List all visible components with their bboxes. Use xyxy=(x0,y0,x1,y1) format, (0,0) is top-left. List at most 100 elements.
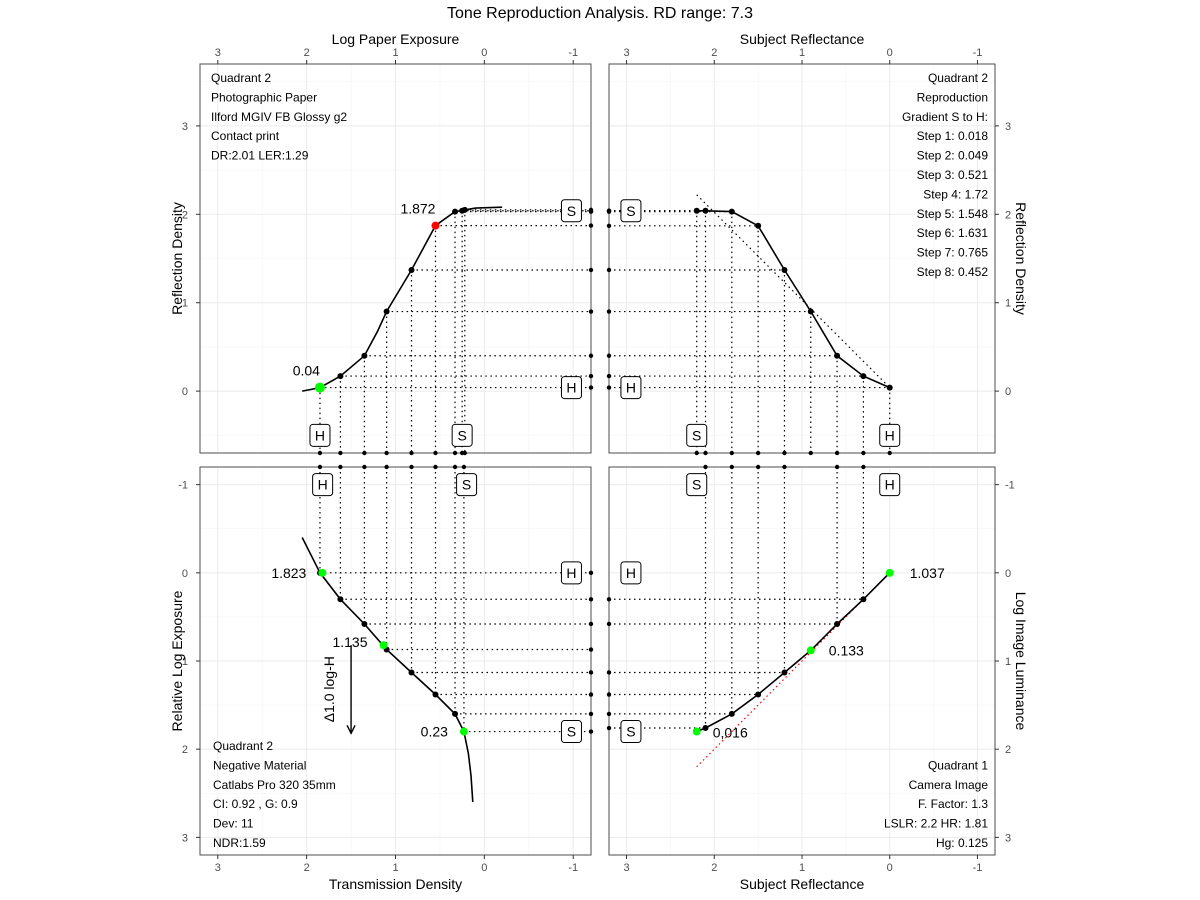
x-axis-title: Transmission Density xyxy=(329,876,462,892)
marker-label: S xyxy=(462,477,471,493)
marker-label: S xyxy=(626,724,635,740)
x-tick-label: 1 xyxy=(799,47,805,59)
quadrant-note: Hg: 0.125 xyxy=(936,836,988,850)
edge-dot xyxy=(588,267,594,273)
data-point xyxy=(781,266,788,273)
edge-dot xyxy=(588,207,594,213)
data-point xyxy=(860,373,867,380)
edge-dot xyxy=(606,725,612,731)
quadrant-note: Quadrant 1 xyxy=(928,758,988,772)
data-point xyxy=(693,207,700,214)
edge-dot xyxy=(588,729,594,734)
data-point xyxy=(702,207,709,214)
y-tick-label: 1 xyxy=(1005,656,1011,668)
y-tick-label: 0 xyxy=(182,386,188,398)
marker-label: H xyxy=(318,477,328,493)
edge-dot xyxy=(606,309,612,314)
edge-dot xyxy=(588,711,594,717)
data-point xyxy=(337,373,344,380)
panel-top-right: 3 2 1 0 -1 3 2 1 0 Subject Reflectance Reflection … xyxy=(606,31,1029,456)
marker-box xyxy=(560,720,582,744)
x-tick-label: 0 xyxy=(481,47,487,59)
arrow-head xyxy=(346,724,356,735)
quadrant-note: Quadrant 2 xyxy=(928,71,988,85)
edge-dot xyxy=(384,450,389,456)
marker-box xyxy=(560,376,582,400)
edge-dot xyxy=(861,450,866,456)
edge-dot xyxy=(606,373,612,379)
edge-dot xyxy=(588,647,594,652)
highlight-label: 0.23 xyxy=(421,724,448,740)
marker-box xyxy=(620,561,642,585)
quadrant-note: Negative Material xyxy=(213,758,306,772)
quadrant-note: Photographic Paper xyxy=(211,90,317,104)
highlight-point xyxy=(318,568,327,577)
guide-lines xyxy=(606,208,892,456)
marker-label: S xyxy=(567,203,576,219)
x-axis-title: Subject Reflectance xyxy=(740,876,865,892)
edge-dot xyxy=(703,464,708,470)
quadrant-note: Catlabs Pro 320 35mm xyxy=(213,778,336,792)
data-point xyxy=(461,206,468,213)
x-tick-label: 3 xyxy=(623,862,629,874)
marker-box xyxy=(879,473,901,497)
edge-dot xyxy=(606,209,612,214)
y-axis-title: Reflection Density xyxy=(169,202,185,315)
edge-dot xyxy=(606,621,612,627)
highlight-point xyxy=(885,568,894,577)
highlight-point xyxy=(431,221,440,230)
edge-dot xyxy=(409,450,414,456)
highlight-label: 1.872 xyxy=(400,201,435,217)
edge-dot xyxy=(755,450,761,456)
marker-box xyxy=(312,473,334,497)
edge-dot xyxy=(452,464,458,470)
highlight-label: 1.135 xyxy=(332,634,367,650)
edge-dot xyxy=(808,450,813,456)
quadrant-note: CI: 0.92 , G: 0.9 xyxy=(213,797,298,811)
edge-dot xyxy=(588,373,594,379)
y-tick-label: 2 xyxy=(182,209,188,221)
quadrant-note: Quadrant 2 xyxy=(211,71,271,85)
quadrant-note: LSLR: 2.2 HR: 1.81 xyxy=(884,817,988,831)
marker-label: S xyxy=(626,203,635,219)
quadrant-note: Step 1: 0.018 xyxy=(917,129,989,143)
edge-dot xyxy=(588,353,594,358)
data-point xyxy=(755,691,762,698)
y-tick-label: 0 xyxy=(1005,568,1011,580)
edge-dot xyxy=(606,711,612,717)
x-tick-label: 3 xyxy=(215,862,221,874)
x-tick-label: 1 xyxy=(392,47,398,59)
x-axis-title: Log Paper Exposure xyxy=(332,31,460,47)
data-point xyxy=(408,266,415,273)
marker-box xyxy=(686,423,708,447)
y-tick-label: 3 xyxy=(182,832,188,844)
edge-dot xyxy=(729,464,735,470)
marker-label: H xyxy=(566,380,576,396)
edge-dot xyxy=(452,450,458,456)
y-tick-label: -1 xyxy=(178,480,188,492)
y-tick-label: 3 xyxy=(1005,121,1011,133)
data-point xyxy=(383,308,390,315)
marker-box xyxy=(560,561,582,585)
quadrant-note: DR:2.01 LER:1.29 xyxy=(211,149,309,163)
marker-box xyxy=(620,720,642,744)
edge-dot xyxy=(606,223,612,228)
data-point xyxy=(886,384,893,391)
y-tick-label: 0 xyxy=(182,568,188,580)
quadrant-note: Step 7: 0.765 xyxy=(917,246,989,260)
edge-dot xyxy=(782,464,787,470)
marker-box xyxy=(456,473,478,497)
edge-dot xyxy=(588,692,594,697)
marker-label: H xyxy=(885,477,895,493)
edge-dot xyxy=(606,597,612,602)
x-tick-label: 3 xyxy=(215,47,221,59)
quadrant-note: Step 4: 1.72 xyxy=(923,187,988,201)
edge-dot xyxy=(588,223,594,228)
quadrant-note: Ilford MGIV FB Glossy g2 xyxy=(211,110,347,124)
edge-dot xyxy=(834,450,840,456)
highlight-label: 1.037 xyxy=(910,565,945,581)
highlight-point xyxy=(692,727,701,736)
x-tick-label: 2 xyxy=(711,47,717,59)
x-tick-label: 1 xyxy=(799,862,805,874)
quadrant-note: Step 2: 0.049 xyxy=(917,149,989,163)
